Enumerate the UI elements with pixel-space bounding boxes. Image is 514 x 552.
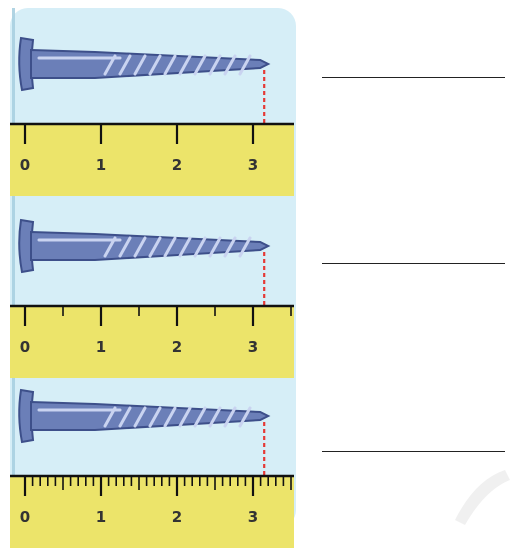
nail-ruler-2-svg: 0 1 2 3 <box>10 218 294 378</box>
ruler-2 <box>10 306 294 378</box>
nail-ruler-set-1: 0 1 2 3 <box>0 0 296 196</box>
ruler-ticks-3 <box>23 476 292 496</box>
figure-panel <box>10 8 296 528</box>
answer-line-1[interactable] <box>322 77 505 78</box>
ruler-1-label-1: 1 <box>96 156 106 174</box>
nail-2 <box>18 218 271 274</box>
answer-line-3[interactable] <box>322 451 505 452</box>
corner-watermark-shape <box>455 470 510 525</box>
nail-ruler-set-3: 0 1 2 3 <box>0 352 296 548</box>
ruler-2-label-2: 2 <box>172 338 182 356</box>
nail-3 <box>18 388 271 444</box>
ruler-3-label-2: 2 <box>172 508 182 526</box>
ruler-1-label-0: 0 <box>20 156 30 174</box>
ruler-3-label-3: 3 <box>248 508 258 526</box>
nail-ruler-set-2: 0 1 2 3 <box>0 182 296 378</box>
answer-line-2[interactable] <box>322 263 505 264</box>
nail-ruler-1-svg: 0 1 2 3 <box>10 36 294 196</box>
ruler-labels-1: 0 1 2 3 <box>20 156 258 174</box>
panel-left-edge <box>12 8 15 528</box>
ruler-labels-3: 0 1 2 3 <box>20 508 258 526</box>
ruler-1-label-3: 3 <box>248 156 258 174</box>
ruler-3-label-1: 1 <box>96 508 106 526</box>
ruler-ticks-2 <box>23 306 292 326</box>
ruler-1-label-2: 2 <box>172 156 182 174</box>
ruler-1 <box>10 124 294 196</box>
ruler-2-label-3: 3 <box>248 338 258 356</box>
ruler-2-label-0: 0 <box>20 338 30 356</box>
ruler-ticks-1 <box>23 124 255 144</box>
nail-ruler-3-svg: 0 1 2 3 <box>10 388 294 548</box>
ruler-2-label-1: 1 <box>96 338 106 356</box>
nail-1 <box>18 36 271 92</box>
ruler-3-label-0: 0 <box>20 508 30 526</box>
ruler-labels-2: 0 1 2 3 <box>20 338 258 356</box>
